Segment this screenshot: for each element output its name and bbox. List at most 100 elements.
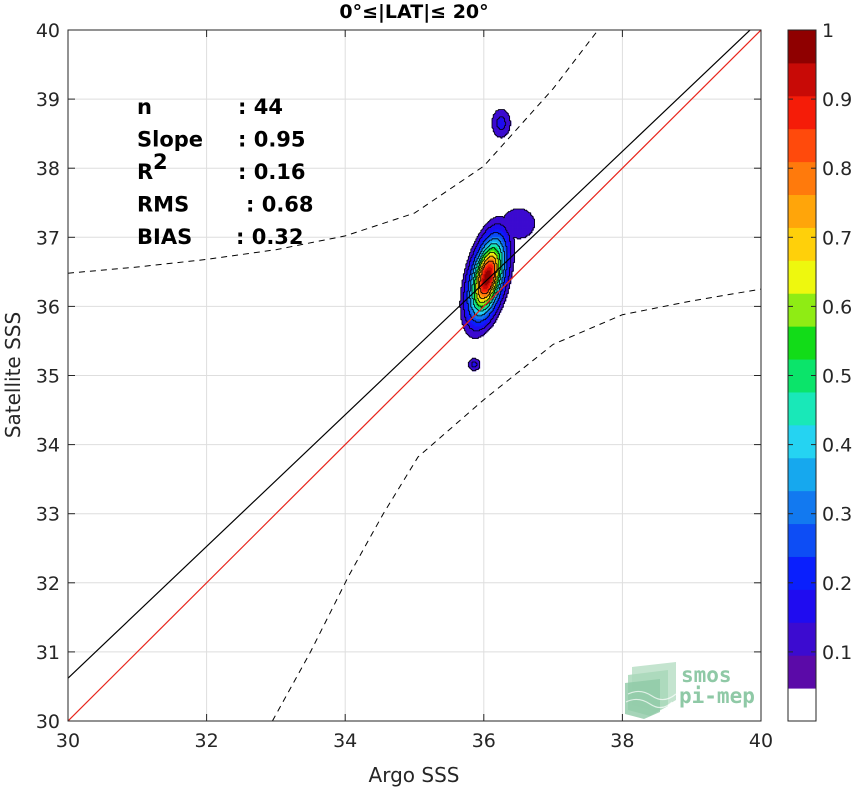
- density-cell: [473, 299, 476, 302]
- density-cell: [463, 297, 466, 300]
- density-cell: [475, 238, 478, 241]
- density-cell: [499, 111, 502, 114]
- density-cell: [475, 309, 478, 312]
- density-cell: [482, 281, 484, 283]
- density-cell: [503, 111, 506, 114]
- density-cell: [503, 235, 506, 237]
- density-cell: [503, 298, 506, 301]
- density-cell: [460, 310, 463, 313]
- density-cell: [478, 303, 481, 306]
- density-cell: [513, 215, 516, 218]
- density-cell: [511, 261, 514, 264]
- density-cell: [528, 223, 530, 226]
- density-cell: [463, 320, 466, 323]
- density-cell: [493, 227, 496, 230]
- density-cell: [510, 261, 513, 264]
- density-cell: [485, 226, 488, 229]
- density-cell: [490, 279, 493, 282]
- density-cell: [500, 305, 503, 308]
- density-cell: [472, 256, 474, 259]
- density-cell: [495, 273, 498, 276]
- density-cell: [506, 120, 509, 123]
- density-cell: [464, 284, 467, 287]
- density-cell: [506, 227, 509, 230]
- density-cell: [478, 271, 481, 273]
- density-cell: [464, 305, 467, 308]
- density-cell: [478, 323, 481, 326]
- density-cell: [484, 269, 487, 272]
- density-cell: [506, 121, 509, 124]
- density-cell: [489, 242, 492, 245]
- density-cell: [495, 232, 498, 235]
- density-cell: [496, 128, 499, 130]
- density-cell: [484, 226, 487, 229]
- density-cell: [470, 304, 473, 307]
- density-cell: [486, 292, 489, 295]
- density-cell: [489, 310, 492, 313]
- density-cell: [482, 248, 484, 251]
- density-cell: [470, 324, 473, 327]
- density-cell: [482, 279, 484, 282]
- density-cell: [462, 281, 464, 283]
- density-cell: [463, 303, 466, 306]
- density-cell: [463, 317, 466, 320]
- density-cell: [488, 272, 491, 275]
- density-cell: [463, 325, 466, 328]
- density-cell: [510, 223, 513, 226]
- density-cell: [472, 314, 474, 317]
- density-cell: [525, 211, 528, 214]
- density-cell: [519, 212, 522, 215]
- density-cell: [496, 253, 499, 256]
- density-cell: [493, 217, 496, 220]
- density-cell: [486, 247, 489, 250]
- density-cell: [494, 130, 497, 133]
- density-cell: [475, 246, 478, 249]
- density-cell: [513, 228, 516, 231]
- density-cell: [493, 288, 496, 291]
- density-cell: [499, 281, 502, 283]
- density-cell: [529, 230, 532, 232]
- density-cell: [475, 240, 478, 242]
- density-cell: [518, 222, 521, 225]
- density-cell: [506, 126, 509, 129]
- density-cell: [510, 245, 513, 247]
- density-cell: [480, 277, 483, 280]
- density-cell: [509, 267, 512, 270]
- density-cell: [482, 298, 484, 301]
- density-cell: [493, 230, 496, 232]
- density-cell: [485, 289, 488, 292]
- density-cell: [478, 322, 481, 324]
- density-cell: [503, 129, 506, 132]
- density-cell: [499, 110, 502, 113]
- density-cell: [508, 218, 511, 221]
- density-cell: [524, 232, 527, 235]
- density-cell: [483, 276, 486, 278]
- density-cell: [482, 257, 484, 260]
- density-cell: [523, 230, 526, 232]
- density-cell: [506, 247, 509, 250]
- density-cell: [499, 227, 502, 230]
- density-cell: [474, 330, 477, 333]
- contour-line: [477, 255, 498, 299]
- density-cell: [504, 282, 507, 285]
- density-cell: [506, 273, 509, 276]
- density-cell: [480, 264, 483, 267]
- density-cell: [496, 303, 499, 306]
- density-cell: [503, 110, 506, 113]
- density-cell: [484, 330, 487, 333]
- density-cell: [524, 230, 527, 232]
- density-cell: [470, 269, 473, 272]
- density-cell: [521, 211, 524, 214]
- density-cell: [490, 314, 493, 317]
- density-cell: [482, 273, 484, 276]
- density-cell: [493, 313, 496, 316]
- density-cell: [475, 323, 478, 326]
- density-cell: [472, 325, 474, 328]
- density-cell: [474, 259, 477, 262]
- density-cell: [493, 124, 496, 127]
- density-cell: [499, 237, 502, 240]
- density-cell: [498, 131, 501, 134]
- density-cell: [467, 273, 469, 276]
- density-cell: [479, 293, 482, 296]
- density-cell: [489, 297, 492, 300]
